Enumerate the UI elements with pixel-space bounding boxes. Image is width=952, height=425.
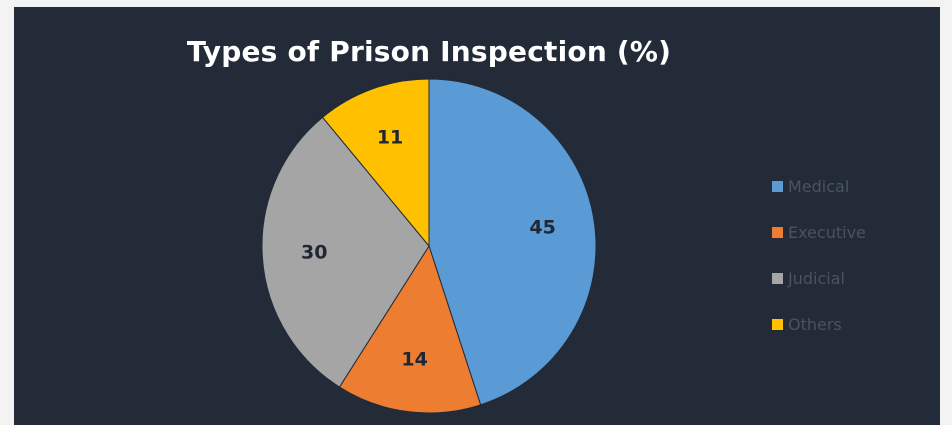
pie-chart: 45 14 30 11 bbox=[261, 78, 597, 414]
pie-slice-executive bbox=[338, 244, 482, 414]
legend-item-judicial: Judicial bbox=[772, 267, 866, 290]
pie-slice-others bbox=[321, 78, 430, 248]
legend-item-others: Others bbox=[772, 313, 866, 336]
chart-title: Types of Prison Inspection (%) bbox=[186, 35, 672, 68]
legend-label: Executive bbox=[788, 223, 866, 242]
legend: Medical Executive Judicial Others bbox=[772, 175, 866, 359]
legend-label: Medical bbox=[788, 177, 850, 196]
legend-label: Judicial bbox=[788, 269, 845, 288]
data-label-judicial: 30 bbox=[301, 242, 327, 264]
legend-swatch bbox=[772, 181, 783, 192]
legend-swatch bbox=[772, 319, 783, 330]
pie-slice-judicial bbox=[261, 116, 430, 388]
legend-item-executive: Executive bbox=[772, 221, 866, 244]
data-label-others: 11 bbox=[377, 126, 403, 148]
legend-label: Others bbox=[788, 315, 842, 334]
legend-item-medical: Medical bbox=[772, 175, 866, 198]
data-label-medical: 45 bbox=[529, 217, 555, 239]
legend-swatch bbox=[772, 273, 783, 284]
legend-swatch bbox=[772, 227, 783, 238]
data-label-executive: 14 bbox=[401, 349, 427, 371]
chart-area: Types of Prison Inspection (%) 45 14 30 11 … bbox=[14, 7, 940, 425]
pie-slice-medical bbox=[428, 78, 597, 406]
